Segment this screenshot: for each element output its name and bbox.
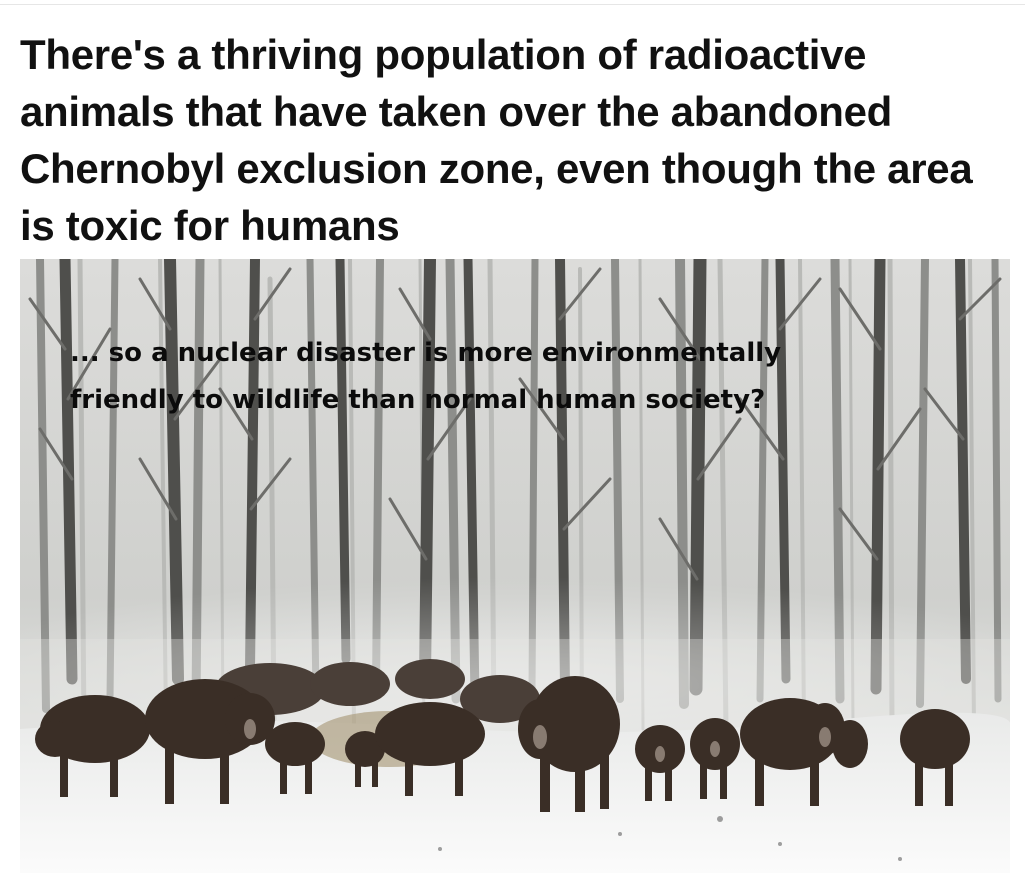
top-divider bbox=[0, 4, 1025, 5]
bison-forest-illustration bbox=[20, 259, 1010, 873]
article-photo bbox=[20, 259, 1010, 873]
caption-line-2: friendly to wildlife than normal human s… bbox=[70, 385, 766, 415]
caption-line-1: ... so a nuclear disaster is more enviro… bbox=[70, 338, 782, 368]
meme-caption: ... so a nuclear disaster is more enviro… bbox=[70, 330, 970, 424]
article-headline: There's a thriving population of radioac… bbox=[20, 31, 973, 249]
